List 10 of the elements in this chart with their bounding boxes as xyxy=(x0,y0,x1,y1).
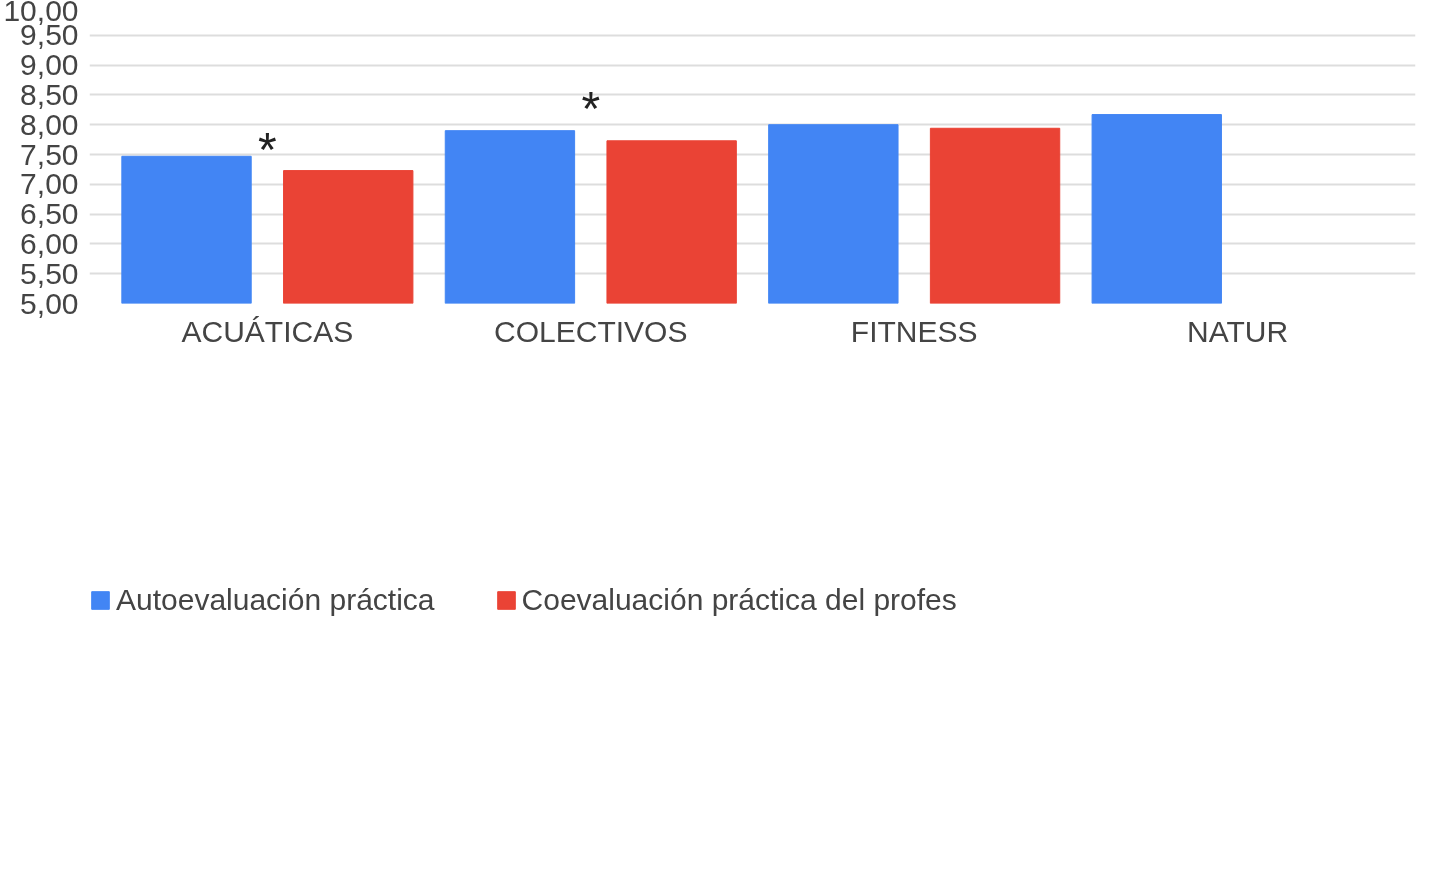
x-tick-label: ACUÁTICAS xyxy=(181,314,354,348)
annotation: * xyxy=(258,122,277,176)
y-tick-label: 9,00 xyxy=(20,48,79,82)
annotation: * xyxy=(581,82,601,136)
legend-label: Autoevaluación práctica xyxy=(116,583,435,617)
x-tick-label: FITNESS xyxy=(850,314,978,348)
y-tick-label: 6,50 xyxy=(20,197,79,231)
x-tick-label: NATUR xyxy=(1187,314,1289,348)
legend-label: Coevaluación práctica del profes xyxy=(521,583,957,617)
x-tick-label: COLECTIVOS xyxy=(494,314,688,348)
